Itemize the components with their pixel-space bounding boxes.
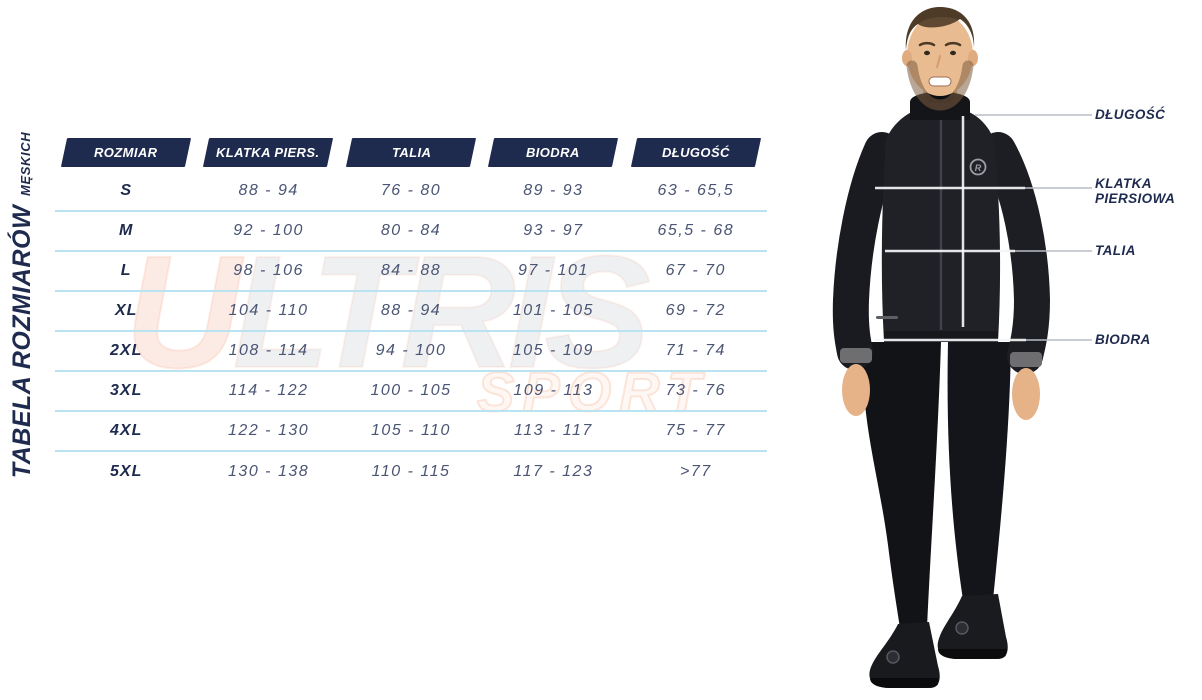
hips-cell: 93 - 97 bbox=[523, 222, 584, 239]
waist-cell: 94 - 100 bbox=[375, 342, 447, 359]
size-cell: L bbox=[120, 262, 132, 279]
cycling-shoes bbox=[869, 594, 1008, 688]
header-biodra: BIODRA bbox=[488, 138, 619, 167]
size-cell: 2XL bbox=[110, 342, 143, 359]
page-title-sub: MĘSKICH bbox=[18, 131, 33, 196]
length-cell: 73 - 76 bbox=[665, 382, 726, 399]
length-cell: 75 - 77 bbox=[665, 422, 726, 439]
chest-cell: 104 - 110 bbox=[228, 302, 309, 319]
chest-cell: 108 - 114 bbox=[228, 342, 309, 359]
chest-cell: 130 - 138 bbox=[228, 463, 310, 480]
label-dlugosc: DŁUGOŚĆ bbox=[1095, 107, 1166, 122]
hips-cell: 89 - 93 bbox=[523, 182, 584, 199]
table-row: 2XL 108 - 114 94 - 100 105 - 109 71 - 74 bbox=[55, 332, 767, 372]
hips-cell: 117 - 123 bbox=[513, 463, 594, 480]
table-row: 4XL 122 - 130 105 - 110 113 - 117 75 - 7… bbox=[55, 412, 767, 452]
waist-cell: 105 - 110 bbox=[371, 422, 451, 439]
page-title-main: TABELA ROZMIARÓW bbox=[8, 204, 36, 479]
svg-text:R: R bbox=[975, 163, 982, 173]
table-row: M 92 - 100 80 - 84 93 - 97 65,5 - 68 bbox=[55, 212, 767, 252]
waist-cell: 110 - 115 bbox=[371, 463, 451, 480]
cycling-jacket: R bbox=[876, 110, 1001, 342]
table-row: XL 104 - 110 88 - 94 101 - 105 69 - 72 bbox=[55, 292, 767, 332]
label-talia: TALIA bbox=[1095, 243, 1136, 258]
chest-cell: 88 - 94 bbox=[238, 182, 299, 199]
model-photo: R bbox=[832, 6, 1092, 688]
label-klatka-piersiowa: KLATKA PIERSIOWA bbox=[1095, 176, 1176, 206]
length-cell: 63 - 65,5 bbox=[657, 182, 735, 199]
table-row: 3XL 114 - 122 100 - 105 109 - 113 73 - 7… bbox=[55, 372, 767, 412]
size-cell: M bbox=[119, 222, 134, 239]
length-cell: 67 - 70 bbox=[665, 262, 726, 279]
size-cell: S bbox=[120, 182, 133, 199]
table-row: L 98 - 106 84 - 88 97 - 101 67 - 70 bbox=[55, 252, 767, 292]
size-table: ROZMIAR KLATKA PIERS. TALIA BIODRA DŁUGO… bbox=[55, 138, 767, 492]
chest-cell: 98 - 106 bbox=[233, 262, 304, 279]
size-cell: 4XL bbox=[110, 422, 143, 439]
model-head bbox=[902, 6, 978, 111]
chest-cell: 122 - 130 bbox=[228, 422, 310, 439]
size-cell: 3XL bbox=[110, 382, 143, 399]
label-biodra: BIODRA bbox=[1095, 332, 1151, 347]
size-cell: XL bbox=[114, 302, 138, 319]
size-cell: 5XL bbox=[110, 463, 143, 480]
waist-cell: 84 - 88 bbox=[380, 262, 442, 279]
cuffs-and-hands bbox=[840, 348, 1042, 420]
cycling-tights bbox=[862, 342, 1011, 628]
waist-cell: 80 - 84 bbox=[380, 222, 442, 239]
hips-cell: 97 - 101 bbox=[518, 262, 589, 279]
waist-cell: 100 - 105 bbox=[370, 382, 452, 399]
length-cell: 65,5 - 68 bbox=[657, 222, 735, 239]
table-body: S 88 - 94 76 - 80 89 - 93 63 - 65,5 M 92… bbox=[55, 172, 767, 492]
chest-cell: 92 - 100 bbox=[233, 222, 304, 239]
hips-cell: 109 - 113 bbox=[513, 382, 594, 399]
header-rozmiar: ROZMIAR bbox=[60, 138, 192, 167]
table-header-row: ROZMIAR KLATKA PIERS. TALIA BIODRA DŁUGO… bbox=[55, 138, 767, 167]
header-dlugosc: DŁUGOŚĆ bbox=[630, 138, 762, 167]
page-title: TABELA ROZMIARÓW MĘSKICH bbox=[8, 132, 52, 478]
header-klatka-piers: KLATKA PIERS. bbox=[203, 138, 334, 167]
length-cell: >77 bbox=[679, 463, 712, 480]
brand-logo-icon bbox=[969, 158, 987, 176]
waist-cell: 76 - 80 bbox=[380, 182, 442, 199]
hips-cell: 113 - 117 bbox=[514, 422, 593, 439]
hips-cell: 105 - 109 bbox=[512, 342, 594, 359]
chest-cell: 114 - 122 bbox=[228, 382, 309, 399]
waist-cell: 88 - 94 bbox=[380, 302, 442, 319]
table-row: S 88 - 94 76 - 80 89 - 93 63 - 65,5 bbox=[55, 172, 767, 212]
measurement-lines bbox=[875, 114, 1092, 342]
hips-cell: 101 - 105 bbox=[512, 302, 594, 319]
length-cell: 69 - 72 bbox=[665, 302, 726, 319]
table-row: 5XL 130 - 138 110 - 115 117 - 123 >77 bbox=[55, 452, 767, 492]
header-talia: TALIA bbox=[345, 138, 477, 167]
length-cell: 71 - 74 bbox=[665, 342, 726, 359]
